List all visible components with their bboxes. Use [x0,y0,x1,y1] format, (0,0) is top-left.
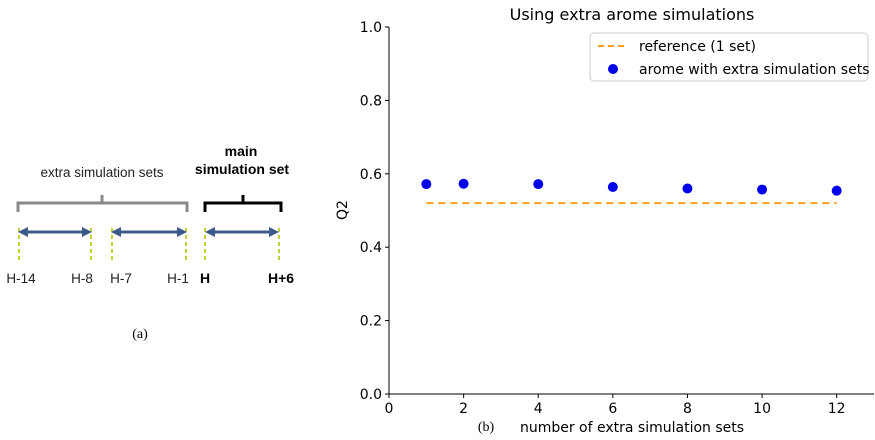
tick-h8: H-8 [71,271,93,286]
x-tick-label: 8 [683,401,692,417]
y-axis-label: Q2 [335,200,351,220]
legend-label-arome: arome with extra simulation sets [639,62,870,78]
data-point [533,179,544,190]
timeline-diagram: extra simulation sets main simulation se… [6,143,294,342]
legend-marker-arome [608,64,618,74]
y-tick-label: 0.8 [360,93,382,109]
data-point [458,178,469,189]
y-tick-label: 1.0 [360,20,382,36]
tick-h6: H+6 [268,270,294,286]
double-arrow-3 [205,227,279,237]
legend-box [589,32,869,82]
data-point [682,183,693,194]
tick-h: H [200,270,210,286]
caption-b: (b) [478,420,495,435]
x-tick-label: 6 [608,401,617,417]
x-tick-label: 2 [459,401,468,417]
y-tick-label: 0.4 [360,240,382,256]
data-point [421,179,432,190]
main-set-brace [203,195,283,212]
tick-h1: H-1 [167,271,189,286]
tick-h7: H-7 [110,271,132,286]
axes: 0 2 4 6 8 10 12 0.0 0.2 0.4 0.6 0.8 1.0 [360,20,874,417]
data-point [757,184,768,195]
legend-label-reference: reference (1 set) [639,39,756,55]
x-tick-label: 10 [753,401,771,417]
legend: reference (1 set) arome with extra simul… [589,32,870,82]
scatter-chart: Using extra arome simulations 0 2 4 6 8 10 120… [335,5,874,436]
extra-sets-label: extra simulation sets [40,165,163,180]
y-tick-label: 0.6 [360,167,382,183]
data-point [607,182,618,193]
tick-h14: H-14 [6,271,36,286]
double-arrow-2 [111,227,187,237]
chart-title: Using extra arome simulations [510,5,755,24]
x-axis-label: number of extra simulation sets [520,420,744,436]
double-arrow-1 [18,227,92,237]
extra-sets-brace [16,195,189,212]
y-tick-label: 0.2 [360,314,382,330]
x-tick-label: 4 [534,401,543,417]
chart-marks [421,178,842,205]
x-tick-label: 12 [828,401,846,417]
data-point [831,185,842,196]
main-set-label-line2: simulation set [195,161,289,177]
main-set-label-line1: main [225,143,258,159]
caption-a: (a) [132,327,148,342]
y-tick-label: 0.0 [360,387,382,403]
x-tick-label: 0 [385,401,394,417]
